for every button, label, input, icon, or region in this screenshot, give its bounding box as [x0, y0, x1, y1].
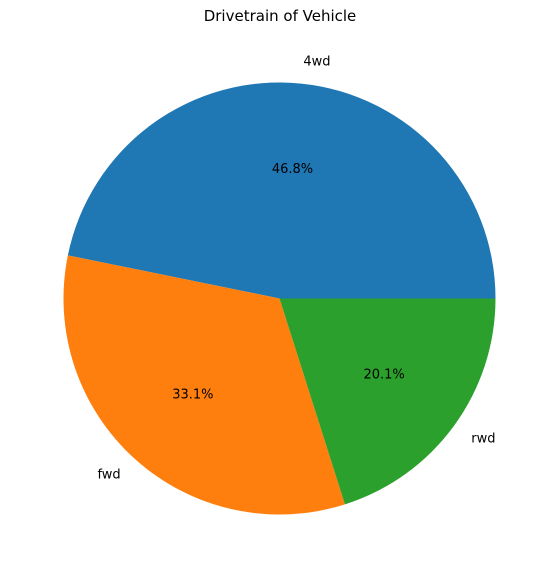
slice-percent-4wd: 46.8%	[272, 162, 313, 177]
slice-percent-fwd: 33.1%	[172, 387, 213, 402]
slice-percent-rwd: 20.1%	[363, 368, 404, 383]
pie-slice-4wd	[67, 82, 496, 299]
slice-label-4wd: 4wd	[303, 55, 330, 70]
pie-labels: 4wd 46.8% fwd 33.1% rwd 20.1%	[97, 55, 495, 483]
pie-slice-rwd	[279, 298, 496, 505]
pie-slice-fwd	[63, 255, 345, 515]
pie-slices	[63, 82, 496, 515]
slice-label-fwd: fwd	[97, 468, 120, 483]
slice-label-rwd: rwd	[471, 431, 495, 446]
chart-title: Drivetrain of Vehicle	[204, 7, 357, 25]
